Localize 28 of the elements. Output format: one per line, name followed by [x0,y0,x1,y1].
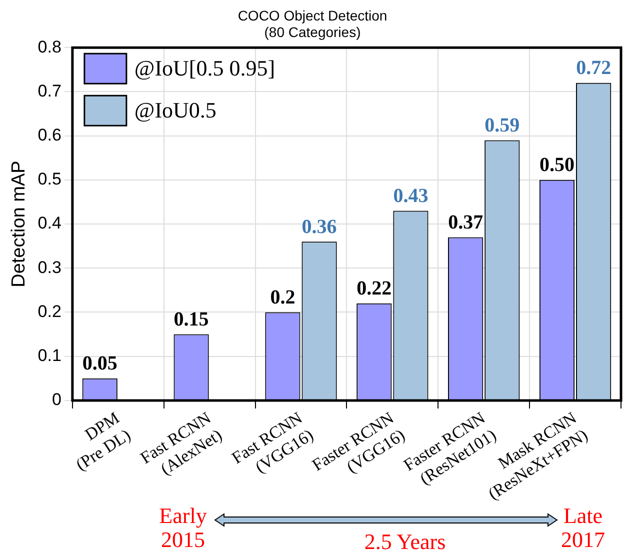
y-tick-label: 0.3 [38,258,62,277]
y-tick-label: 0.2 [38,302,62,321]
y-tick-label: 0 [52,390,62,410]
x-tick-label: DPM (Pre DL) [72,408,134,474]
data-label: 0.05 [82,352,118,375]
text: COCO Object Detection [238,7,388,24]
y-tick-label: 0.4 [38,214,62,233]
y-tick-label: 0.6 [38,126,62,145]
text: (80 Categories) [264,24,361,40]
y-axis-title: Detection mAP [8,160,30,288]
legend-label: @IoU[0.5 0.95] [134,55,276,80]
data-label: 0.59 [484,114,520,136]
data-label: 0.15 [174,308,209,330]
y-tick-label: 0.7 [38,81,62,100]
y-tick-label: 0.1 [38,346,62,366]
text: Late 2017 [560,503,606,552]
data-label: 0.36 [302,216,337,238]
text: Early 2015 [158,503,208,552]
data-label: 0.22 [356,278,392,300]
text: 2.5 Years [363,529,447,553]
data-label: 0.50 [540,154,574,176]
data-label: 0.43 [393,184,428,207]
y-tick-label: 0.5 [38,170,62,189]
data-label: 0.72 [576,57,612,80]
data-label: 0.2 [270,286,296,308]
y-tick-label: 0.8 [38,37,62,56]
data-label: 0.37 [448,211,484,234]
legend-label: @IoU0.5 [134,97,216,122]
